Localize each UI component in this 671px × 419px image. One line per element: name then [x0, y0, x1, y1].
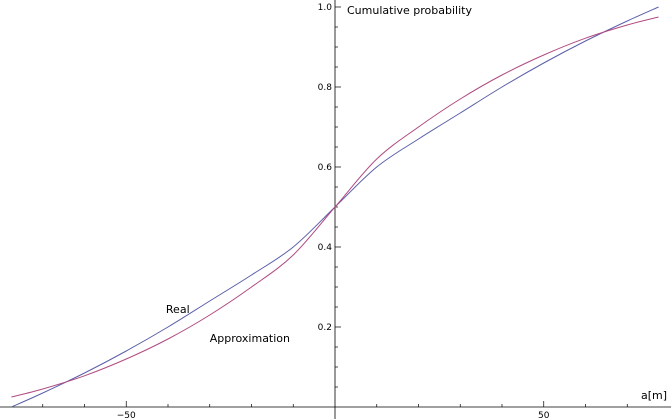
annotation-real: Real	[166, 303, 190, 316]
y-tick-label: 0.2	[318, 323, 332, 333]
y-tick-label: 0.6	[318, 163, 333, 173]
x-tick-label: −50	[117, 411, 136, 419]
x-tick-label: 50	[538, 411, 550, 419]
series-approximation-line	[11, 16, 659, 398]
y-tick-label: 0.4	[318, 243, 333, 253]
x-axis-title: a[m]	[641, 389, 667, 402]
series	[11, 6, 659, 408]
y-tick-label: 0.8	[318, 83, 333, 93]
y-axis-title: Cumulative probability	[347, 4, 472, 17]
annotation-approximation: Approximation	[210, 332, 290, 345]
y-tick-label: 1.0	[318, 3, 333, 13]
